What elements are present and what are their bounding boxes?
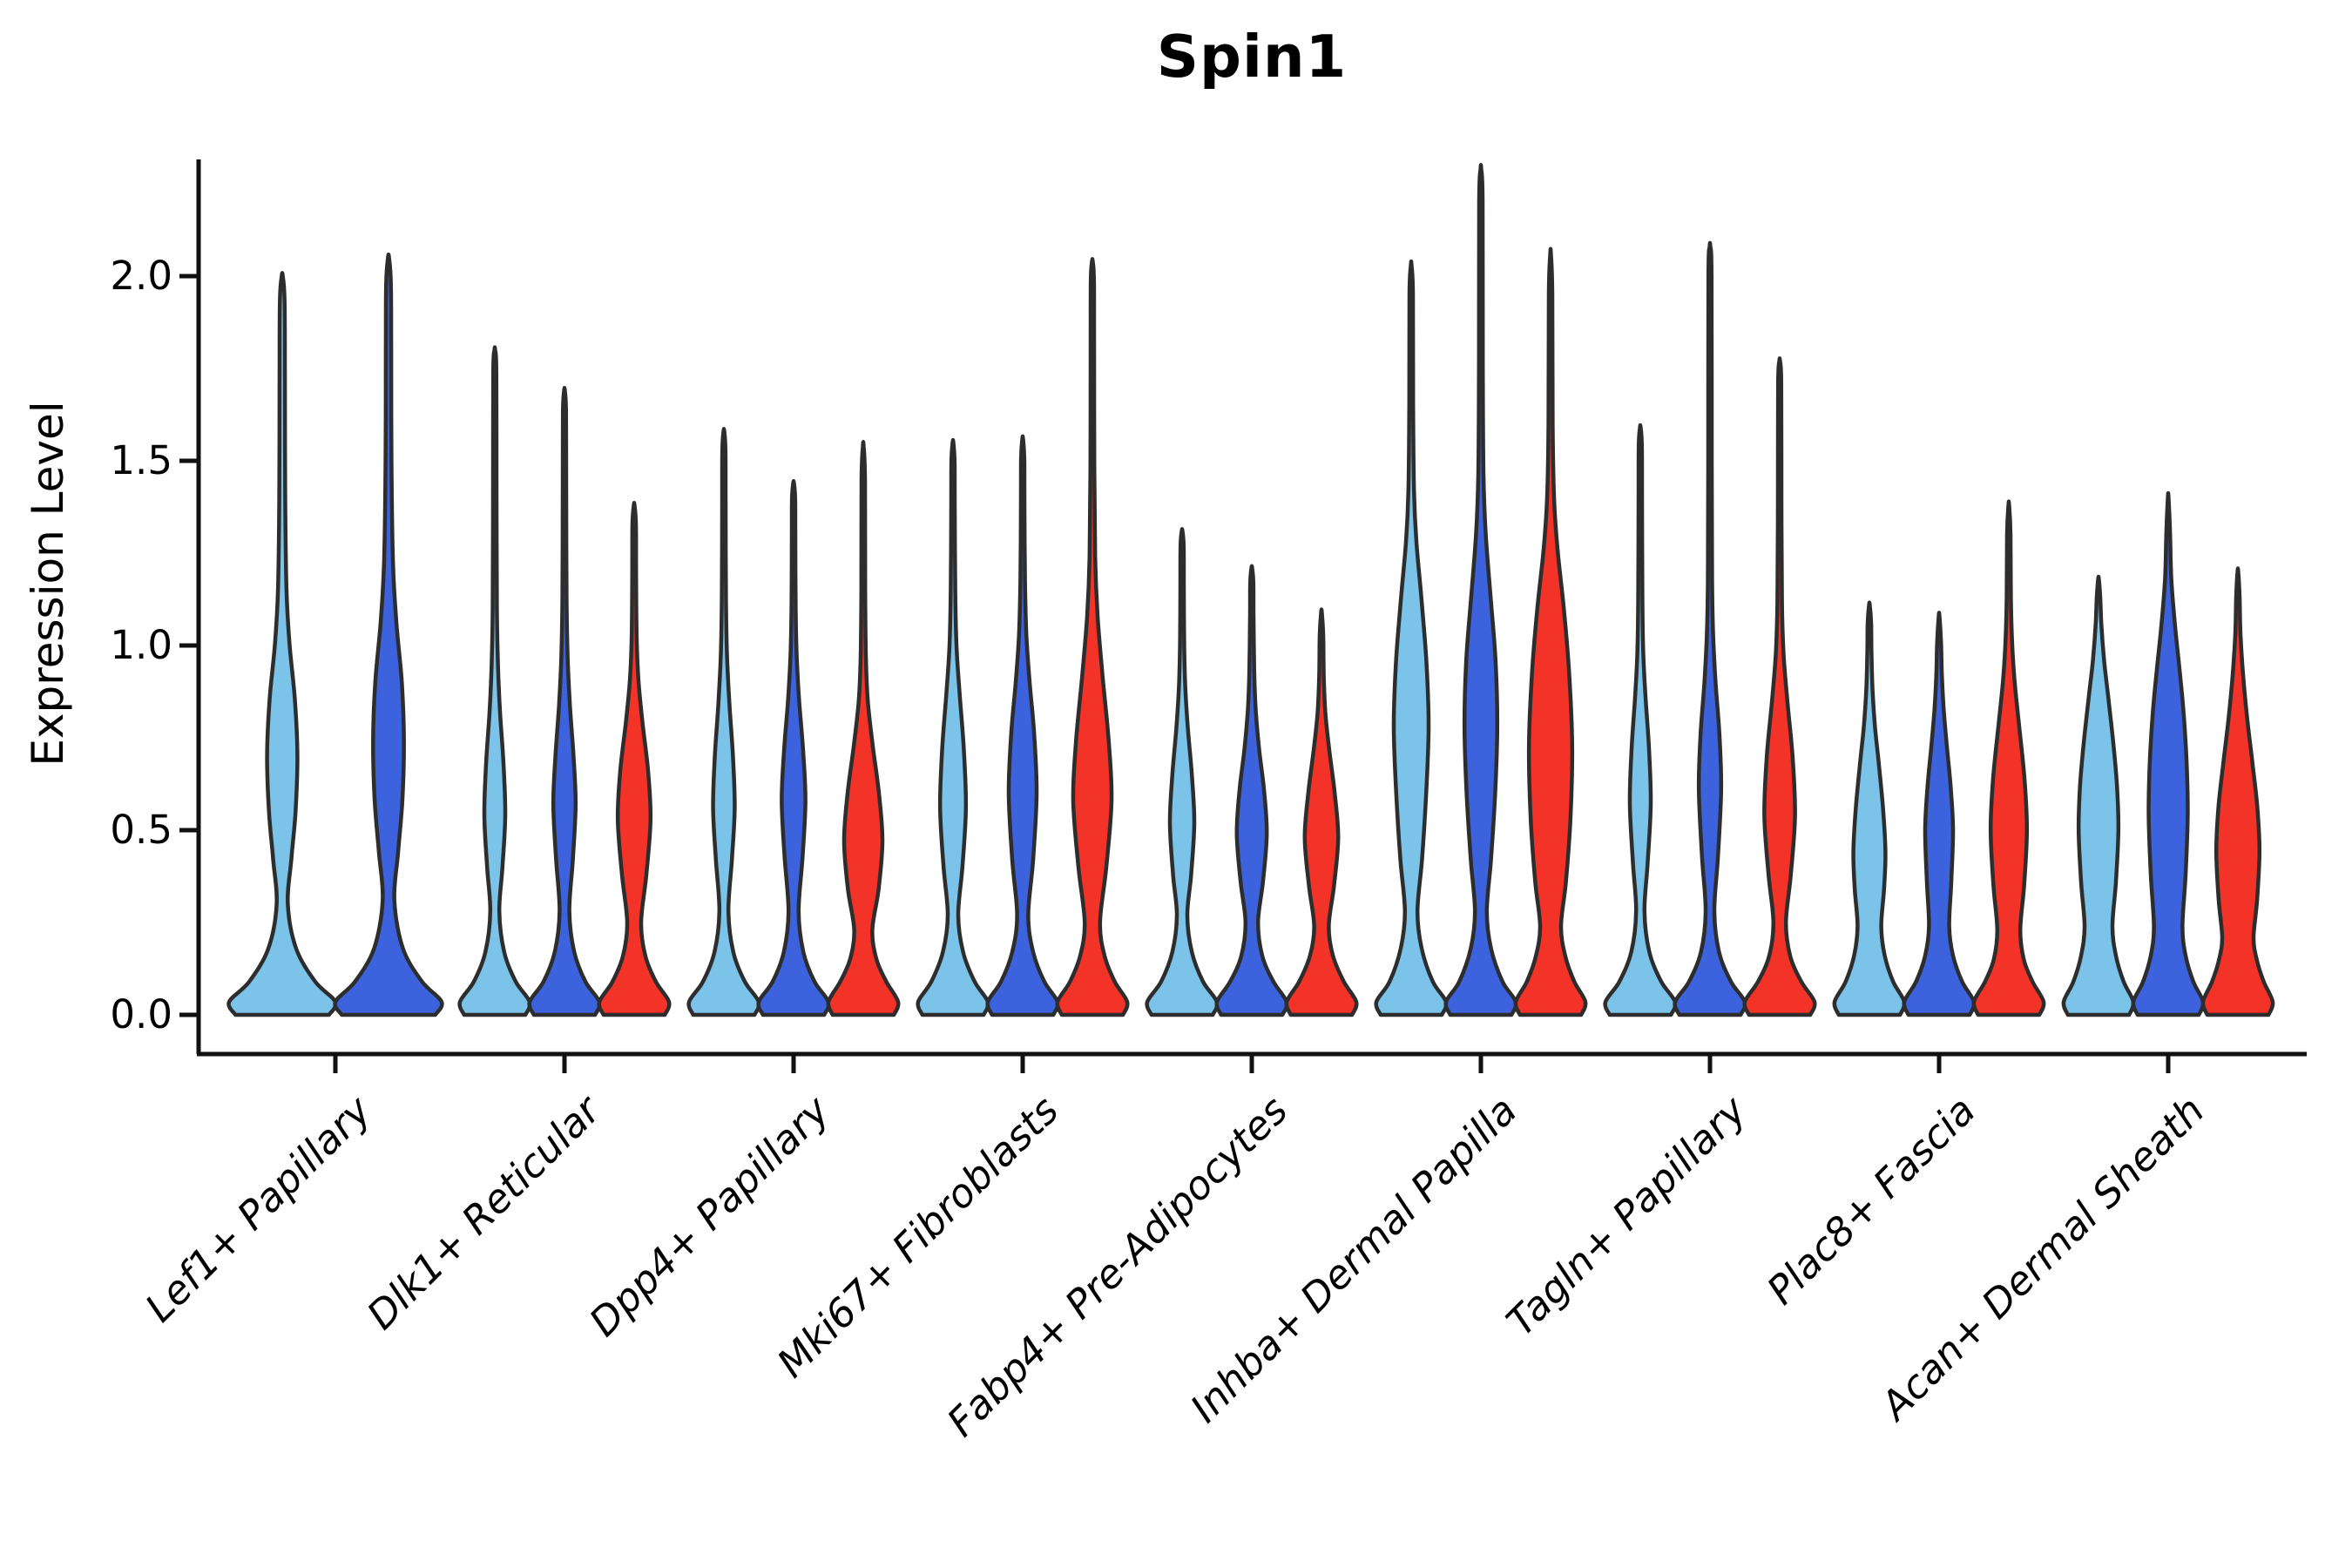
violin-dpp4-papillary-dark-blue xyxy=(756,479,831,1017)
violin-fabp4-pre-adipocytes-dark-blue xyxy=(1214,564,1289,1017)
violin-tagln-papillary-red xyxy=(1742,356,1817,1017)
violin-tagln-papillary-dark-blue xyxy=(1673,240,1747,1017)
chart-title: Spin1 xyxy=(1156,23,1348,91)
violin-plac8-fascia-red xyxy=(1971,499,2046,1017)
violin-mki67-fibroblasts-light-blue xyxy=(916,437,990,1017)
violin-dpp4-papillary-light-blue xyxy=(686,427,761,1017)
violin-inhba-dermal-papilla-red xyxy=(1513,247,1588,1017)
violin-plac8-fascia-light-blue xyxy=(1832,600,1907,1017)
violin-inhba-dermal-papilla-dark-blue xyxy=(1443,163,1518,1017)
violin-dlk1-reticular-red xyxy=(597,500,672,1017)
violin-inhba-dermal-papilla-light-blue xyxy=(1374,259,1449,1017)
violin-mki67-fibroblasts-dark-blue xyxy=(985,434,1060,1017)
violin-acan-dermal-sheath-light-blue xyxy=(2061,574,2136,1017)
violin-acan-dermal-sheath-dark-blue xyxy=(2131,490,2206,1017)
violin-fabp4-pre-adipocytes-light-blue xyxy=(1145,527,1220,1017)
violin-dlk1-reticular-light-blue xyxy=(457,345,532,1017)
violin-acan-dermal-sheath-red xyxy=(2200,566,2275,1017)
y-tick-label-1.5: 1.5 xyxy=(110,437,172,483)
y-tick-label-1.0: 1.0 xyxy=(110,622,172,668)
violin-mki67-fibroblasts-red xyxy=(1055,257,1130,1017)
violin-dpp4-papillary-red xyxy=(826,440,901,1017)
violin-plac8-fascia-dark-blue xyxy=(1902,611,1977,1017)
violin-tagln-papillary-light-blue xyxy=(1603,422,1678,1017)
y-tick-label-2.0: 2.0 xyxy=(110,253,172,299)
y-tick-label-0.0: 0.0 xyxy=(110,991,172,1037)
violin-lef1-papillary-dark-blue xyxy=(333,252,444,1017)
y-tick-label-0.5: 0.5 xyxy=(110,807,172,853)
violin-lef1-papillary-light-blue xyxy=(226,271,338,1017)
violin-dlk1-reticular-dark-blue xyxy=(527,386,602,1017)
violin-fabp4-pre-adipocytes-red xyxy=(1284,607,1359,1017)
